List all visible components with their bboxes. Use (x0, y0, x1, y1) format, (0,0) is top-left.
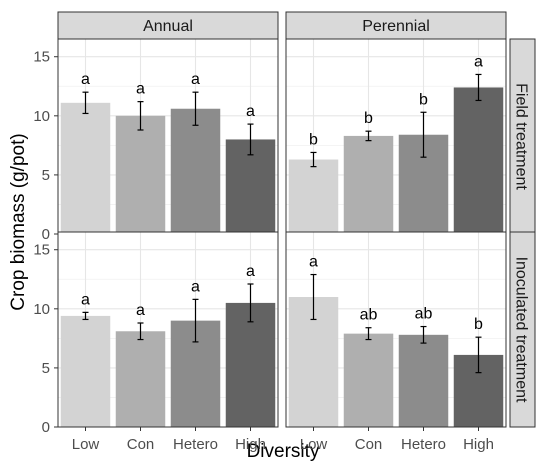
panel-field-treatment-annual: a a a a (57, 38, 279, 235)
x-tick-label-high: High (463, 436, 494, 453)
x-tick-label-hetero: Hetero (173, 436, 218, 453)
panel-inoculated-treatment-annual: a a a a (57, 231, 279, 428)
significance-letter: a (474, 53, 483, 70)
bar-low (60, 315, 111, 427)
bar-con (343, 135, 394, 234)
significance-letter: b (309, 131, 318, 148)
significance-letter: a (81, 291, 90, 308)
significance-letter: ab (415, 306, 433, 323)
bar-high (225, 302, 276, 427)
bar-high (453, 87, 504, 234)
significance-letter: b (474, 316, 483, 333)
bar-hetero (398, 334, 449, 427)
y-tick-label: 5 (42, 167, 50, 184)
row-strip-inoculated-treatment (509, 231, 536, 428)
facet-strip-annual (57, 11, 279, 40)
row-strip-label-field-treatment: Field treatment (513, 83, 530, 190)
panel-border (57, 231, 279, 428)
panel-border (285, 231, 507, 428)
row-strip-field-treatment (509, 38, 536, 235)
panel-inoculated-treatment-perennial: a ab ab b (285, 231, 507, 428)
y-tick-label: 15 (33, 49, 50, 66)
y-tick-label: 0 (42, 419, 50, 436)
bar-con (343, 333, 394, 427)
y-tick-label: 0 (42, 226, 50, 243)
significance-letter: a (136, 81, 145, 98)
significance-letter: a (191, 278, 200, 295)
significance-letter: b (364, 110, 373, 127)
significance-letter: ab (360, 307, 378, 324)
x-axis-title: Diversity (247, 441, 320, 462)
bar-low (60, 102, 111, 235)
x-tick-label-con: Con (127, 436, 155, 453)
significance-letter: a (191, 71, 200, 88)
bar-con (115, 331, 166, 427)
significance-letter: a (246, 103, 255, 120)
x-tick-label-high: High (235, 436, 266, 453)
bar-hetero (170, 108, 221, 234)
significance-letter: a (246, 263, 255, 280)
row-strip-label-inoculated-treatment: Inoculated treatment (513, 257, 530, 403)
y-tick-label: 15 (33, 242, 50, 259)
x-tick-label-hetero: Hetero (401, 436, 446, 453)
bar-con (115, 115, 166, 234)
x-tick-label-low: Low (300, 436, 328, 453)
y-tick-label: 10 (33, 301, 50, 318)
significance-letter: a (309, 254, 318, 271)
y-tick-label: 5 (42, 360, 50, 377)
x-tick-label-con: Con (355, 436, 383, 453)
y-axis-title: Crop biomass (g/pot) (8, 133, 29, 310)
panel-field-treatment-perennial: b b b a (285, 38, 507, 235)
y-tick-label: 10 (33, 108, 50, 125)
significance-letter: a (81, 71, 90, 88)
significance-letter: a (136, 302, 145, 319)
facet-strip-label-annual: Annual (143, 18, 193, 35)
significance-letter: b (419, 91, 428, 108)
plot-area: Annual Perennial Field treatment 0 5 10 15 Inoc… (33, 11, 536, 453)
facet-strip-label-perennial: Perennial (362, 18, 430, 35)
bar-low (288, 159, 339, 234)
x-tick-label-low: Low (72, 436, 100, 453)
